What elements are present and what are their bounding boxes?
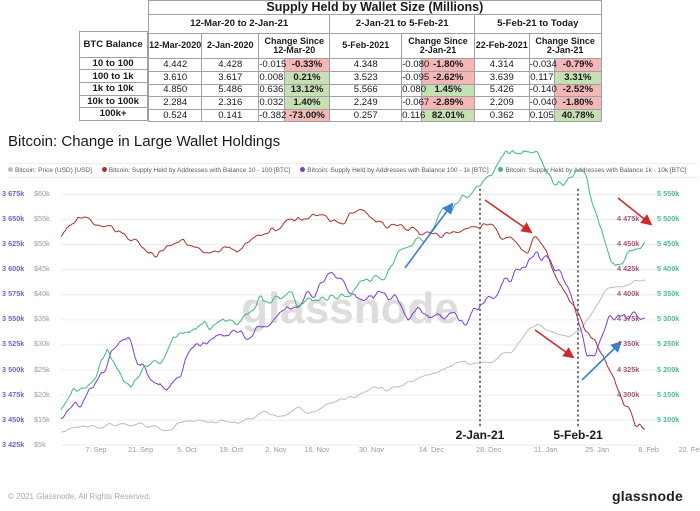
svg-text:glassnode: glassnode xyxy=(241,284,459,333)
